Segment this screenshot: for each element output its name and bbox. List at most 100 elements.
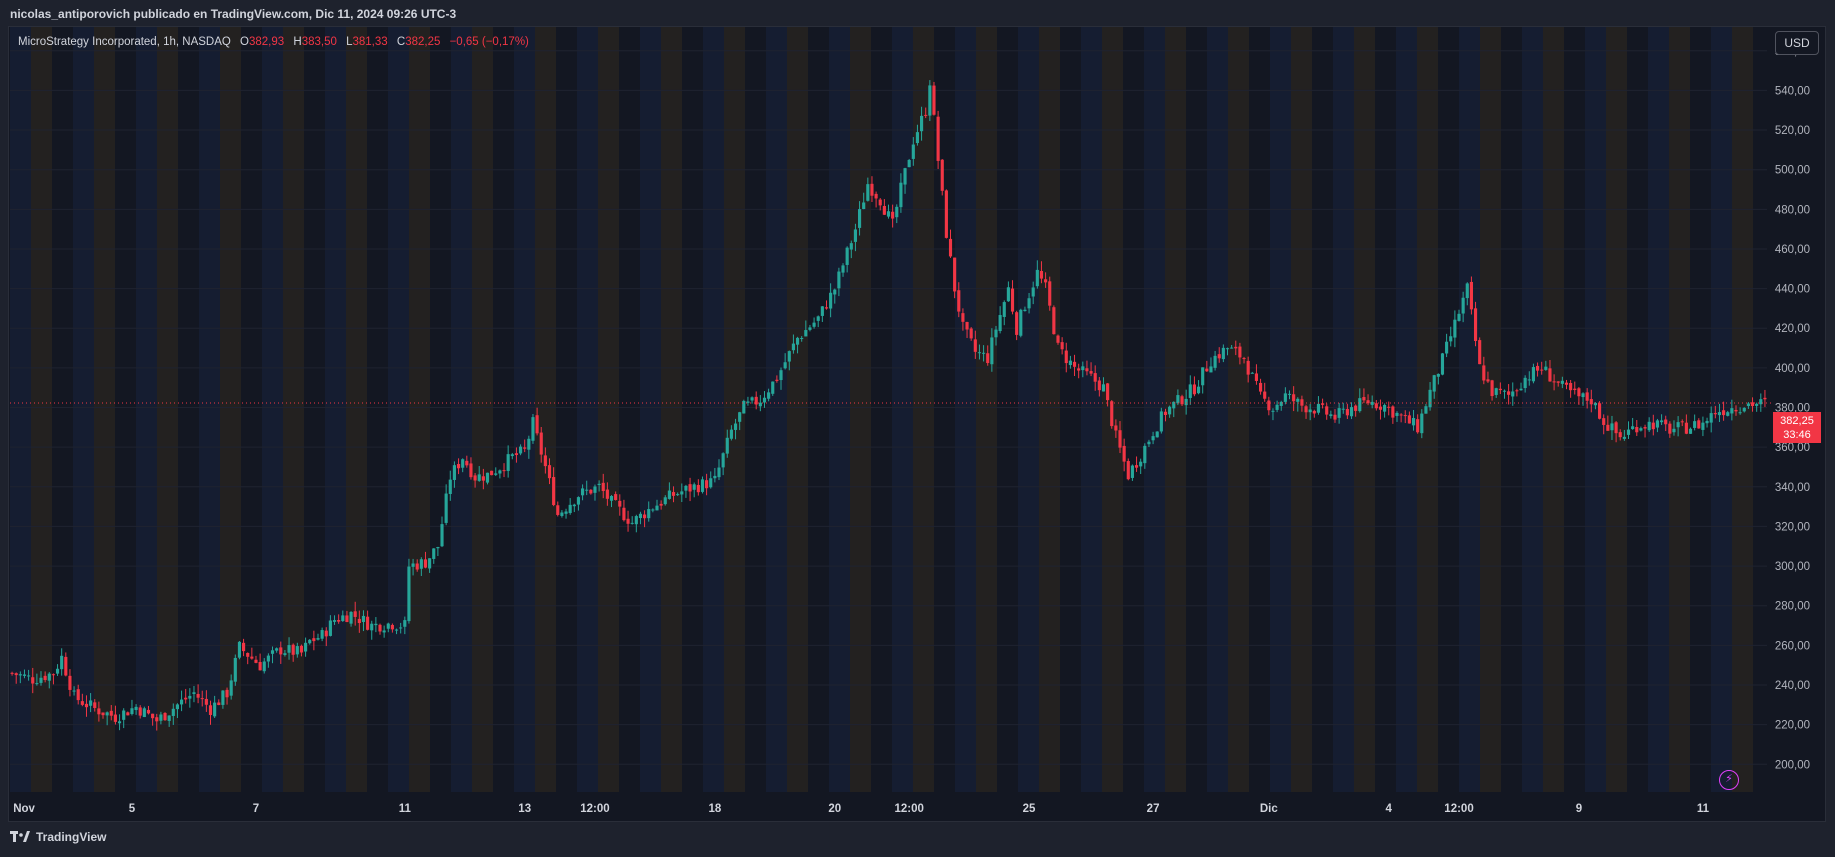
candle-body [998, 315, 1002, 332]
candle-body [76, 689, 80, 701]
last-price-value: 382,25 [1780, 415, 1814, 427]
candle-body [886, 211, 891, 217]
candle-body [1019, 309, 1023, 336]
candle-body [155, 717, 159, 722]
y-tick-label: 440,00 [1775, 284, 1810, 296]
y-tick-label: 540,00 [1775, 85, 1810, 97]
x-tick-label: 5 [129, 803, 136, 815]
candle-body [1647, 421, 1651, 431]
candle-body [473, 475, 477, 481]
candle-body [808, 327, 812, 330]
candle-body [55, 668, 60, 674]
candle-body [1225, 348, 1230, 350]
candle-body [581, 488, 585, 496]
candle-body [1089, 371, 1093, 374]
candle-body [382, 630, 386, 633]
flash-icon[interactable]: ⚡ [1719, 770, 1739, 790]
candle-body [1044, 279, 1048, 283]
candle-body [804, 330, 808, 337]
candle-body [419, 559, 423, 569]
candle-body [51, 674, 55, 676]
candle-body [948, 238, 953, 257]
candle-body [1428, 389, 1432, 408]
session-band [976, 27, 997, 792]
candle-body [647, 509, 651, 519]
candle-body [490, 470, 494, 476]
candle-body [605, 489, 609, 499]
candle-body [1606, 424, 1610, 431]
candle-body [1523, 377, 1527, 389]
candle-body [837, 271, 841, 289]
candle-body [1622, 436, 1626, 439]
candle-body [1147, 441, 1151, 445]
candle-body [829, 292, 833, 309]
session-band [1648, 27, 1669, 792]
candle-body [915, 132, 920, 144]
y-tick-label: 220,00 [1775, 720, 1810, 732]
candle-body [667, 490, 671, 499]
y-tick-label: 480,00 [1775, 204, 1810, 216]
candle-body [1651, 422, 1655, 430]
candle-body [994, 329, 998, 338]
session-band [1522, 27, 1543, 792]
candle-body [936, 116, 940, 161]
candle-body [357, 618, 361, 624]
candle-body [1502, 390, 1507, 392]
currency-button[interactable]: USD [1775, 31, 1819, 55]
candle-body [130, 708, 134, 715]
candle-body [891, 211, 895, 219]
candle-body [1242, 358, 1246, 360]
candle-body [1192, 384, 1196, 395]
candle-body [349, 611, 353, 624]
candle-body [60, 655, 64, 670]
candle-body [1329, 414, 1333, 417]
y-tick-label: 300,00 [1775, 561, 1810, 573]
session-band [1270, 27, 1291, 792]
candle-body [1027, 298, 1031, 309]
candle-body [1577, 388, 1581, 397]
candle-body [969, 328, 973, 339]
candle-body [506, 454, 510, 471]
candle-body [518, 446, 523, 454]
x-tick-label: Nov [13, 803, 35, 815]
candle-body [1292, 394, 1296, 402]
candle-body [1676, 422, 1680, 428]
candle-body [1258, 382, 1263, 392]
candle-body [1420, 413, 1424, 434]
candle-body [1486, 379, 1490, 382]
candle-body [27, 675, 31, 677]
session-band [661, 27, 682, 792]
candle-body [72, 690, 76, 692]
candle-body [990, 337, 994, 365]
candle-body [1548, 368, 1552, 382]
candle-body [291, 644, 295, 655]
candle-body [1308, 409, 1312, 413]
candle-body [671, 492, 676, 496]
candle-body [456, 464, 461, 469]
candle-body [47, 673, 51, 681]
y-tick-label: 260,00 [1775, 640, 1810, 652]
candle-body [733, 423, 738, 430]
session-band [451, 27, 472, 792]
candle-body [1440, 353, 1445, 375]
session-band [31, 27, 52, 792]
session-band [1207, 27, 1228, 792]
candle-body [1010, 288, 1015, 312]
candle-body [97, 708, 101, 715]
candle-body [283, 653, 287, 655]
candle-body [1672, 428, 1676, 433]
session-band [787, 27, 808, 792]
candle-body [175, 704, 180, 710]
candle-body [977, 352, 982, 354]
candle-body [237, 641, 242, 658]
candle-body [953, 257, 957, 292]
session-band [388, 27, 409, 792]
candle-body [1564, 382, 1569, 385]
candle-body [750, 397, 754, 401]
candle-body [1527, 379, 1531, 381]
x-tick-label: 7 [253, 803, 259, 815]
candle-body [266, 655, 270, 662]
last-price-tag: 382,25 33:46 [1773, 412, 1821, 443]
candle-body [1163, 411, 1168, 416]
